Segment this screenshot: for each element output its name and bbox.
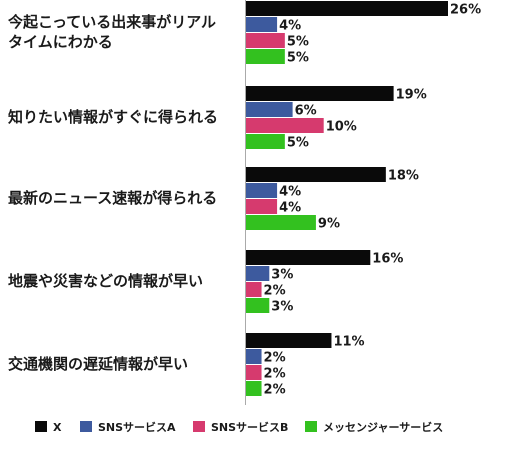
bar-2 bbox=[246, 349, 262, 364]
legend-label: X bbox=[53, 421, 62, 434]
category-label: 今起こっている出来事がリアル bbox=[7, 13, 216, 31]
value-label: 2% bbox=[264, 383, 286, 398]
bar-4 bbox=[246, 298, 270, 313]
bar-2 bbox=[246, 266, 270, 281]
legend-swatch bbox=[35, 421, 47, 432]
category-label: タイムにわかる bbox=[8, 33, 113, 51]
category-label: 地震や災害などの情報が早い bbox=[8, 272, 203, 290]
bar-4 bbox=[246, 49, 285, 64]
legend: X SNSサービスA SNSサービスB メッセンジャーサービス bbox=[35, 420, 443, 434]
bar-3 bbox=[246, 199, 278, 214]
value-label: 9% bbox=[318, 217, 340, 232]
legend-label: SNSサービスB bbox=[211, 420, 288, 434]
category-labels: 今起こっている出来事がリアルタイムにわかる知りたい情報がすぐに得られる最新のニュ… bbox=[7, 13, 218, 373]
value-labels: 26%4%5%5%19%6%10%5%18%4%4%9%16%3%2%3%11%… bbox=[264, 3, 482, 398]
value-label: 3% bbox=[271, 300, 293, 315]
category-label: 知りたい情報がすぐに得られる bbox=[8, 108, 218, 126]
bar-1 bbox=[246, 250, 371, 265]
bar-3 bbox=[246, 118, 324, 133]
legend-label: メッセンジャーサービス bbox=[323, 420, 443, 434]
category-label: 最新のニュース速報が得られる bbox=[8, 189, 217, 207]
value-label: 11% bbox=[333, 335, 364, 350]
value-label: 10% bbox=[326, 120, 357, 135]
category-label: 交通機関の遅延情報が早い bbox=[8, 355, 188, 373]
bar-4 bbox=[246, 381, 262, 396]
bar-1 bbox=[246, 167, 386, 182]
bar-2 bbox=[246, 183, 278, 198]
value-label: 4% bbox=[279, 19, 301, 34]
bar-1 bbox=[246, 86, 394, 101]
legend-swatch bbox=[193, 421, 205, 432]
value-label: 6% bbox=[295, 104, 317, 119]
legend-swatch bbox=[80, 421, 92, 432]
legend-label: SNSサービスA bbox=[98, 420, 176, 434]
bar-4 bbox=[246, 215, 316, 230]
bar-1 bbox=[246, 1, 448, 16]
bar-3 bbox=[246, 282, 262, 297]
value-label: 26% bbox=[450, 3, 481, 18]
bar-3 bbox=[246, 33, 285, 48]
value-label: 5% bbox=[287, 35, 309, 50]
bar-4 bbox=[246, 134, 285, 149]
bars bbox=[246, 1, 448, 396]
value-label: 16% bbox=[372, 252, 403, 267]
bar-3 bbox=[246, 365, 262, 380]
legend-swatch bbox=[305, 421, 317, 432]
value-label: 19% bbox=[396, 88, 427, 103]
value-label: 2% bbox=[264, 351, 286, 366]
value-label: 4% bbox=[279, 201, 301, 216]
value-label: 5% bbox=[287, 136, 309, 151]
bar-2 bbox=[246, 17, 278, 32]
value-label: 2% bbox=[264, 284, 286, 299]
bar-2 bbox=[246, 102, 293, 117]
value-label: 2% bbox=[264, 367, 286, 382]
value-label: 5% bbox=[287, 51, 309, 66]
value-label: 4% bbox=[279, 185, 301, 200]
bar-1 bbox=[246, 333, 332, 348]
value-label: 3% bbox=[271, 268, 293, 283]
value-label: 18% bbox=[388, 169, 419, 184]
